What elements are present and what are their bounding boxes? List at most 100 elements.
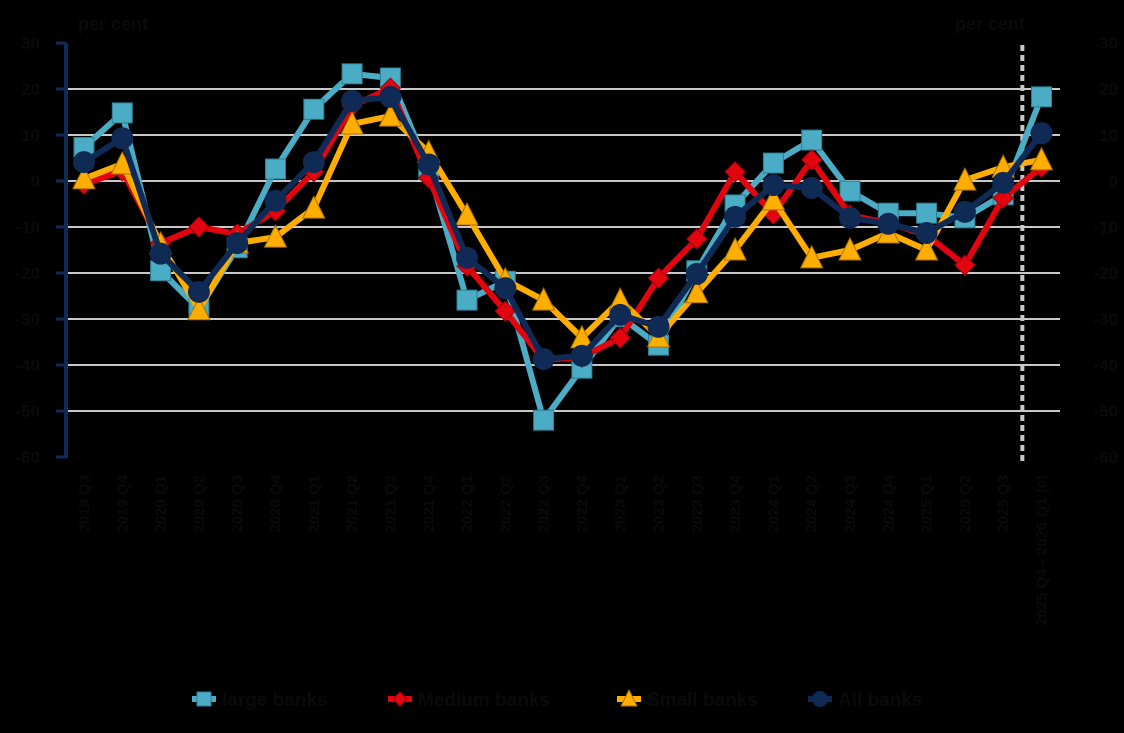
left-y-axis: 30 20 10 0 -10 -20 -30 -40 -50 -60 — [15, 34, 68, 467]
square-marker-icon — [111, 102, 133, 124]
left-axis-tick-label: 20 — [21, 80, 40, 99]
circle-marker-icon — [226, 232, 249, 255]
x-axis-tick-label: 2024 Q4 — [880, 474, 897, 532]
circle-marker-icon — [379, 85, 402, 108]
diamond-legend-icon — [392, 691, 408, 707]
left-axis-tick-label: 0 — [31, 172, 40, 191]
left-axis-tick-label: -20 — [15, 264, 40, 283]
x-axis-tick-label: 2020 Q4 — [268, 474, 285, 532]
x-axis-tick-label: 2025 Q4 - 2026 Q1 (e) — [1034, 475, 1051, 626]
circle-marker-icon — [839, 206, 861, 229]
triangle-marker-icon — [531, 287, 556, 311]
left-axis-tick-label: 10 — [21, 126, 40, 145]
x-axis-tick-label: 2021 Q3 — [382, 475, 399, 533]
square-marker-icon — [265, 158, 286, 180]
left-axis-tick-label: -40 — [15, 356, 40, 375]
diamond-marker-icon — [800, 149, 823, 171]
circle-marker-icon — [992, 171, 1015, 194]
diamond-marker-icon — [494, 300, 517, 322]
circle-marker-icon — [1030, 122, 1053, 145]
circle-marker-icon — [647, 315, 670, 338]
triangle-marker-icon — [914, 236, 939, 261]
left-axis-tick-label: -50 — [15, 402, 40, 421]
circle-marker-icon — [953, 200, 976, 223]
x-axis-tick-label: 2021 Q2 — [344, 475, 361, 533]
legend-item-medium-banks: Medium banks — [388, 690, 550, 711]
triangle-marker-icon — [301, 195, 326, 219]
right-axis-tick-label: -50 — [1093, 402, 1118, 421]
x-axis-tick-label: 2022 Q4 — [574, 474, 591, 532]
right-axis-tick-label: -40 — [1093, 356, 1118, 375]
circle-legend-icon — [812, 691, 828, 707]
circle-marker-icon — [111, 127, 134, 150]
triangle-marker-icon — [761, 186, 786, 211]
series-group — [72, 63, 1054, 431]
diamond-marker-icon — [724, 161, 746, 183]
x-axis-tick-label: 2022 Q2 — [497, 475, 514, 533]
legend-item-small-banks: Small banks — [617, 688, 758, 711]
circle-marker-icon — [456, 246, 478, 269]
square-legend-icon — [196, 691, 212, 707]
x-axis-tick-label: 2023 Q4 — [727, 474, 744, 532]
x-axis-tick-label: 2024 Q3 — [842, 475, 859, 533]
x-axis-tick-label: 2021 Q4 — [421, 474, 438, 532]
circle-marker-icon — [302, 151, 325, 174]
triangle-marker-icon — [723, 236, 747, 261]
square-marker-icon — [916, 202, 938, 224]
triangle-marker-icon — [378, 103, 403, 127]
square-marker-icon — [839, 180, 861, 202]
right-y-axis: 30 20 10 0 -10 -20 -30 -40 -50 -60 — [1093, 34, 1118, 467]
circle-marker-icon — [149, 242, 172, 265]
triangle-marker-icon — [684, 279, 709, 304]
legend-label: Medium banks — [418, 690, 550, 711]
x-axis-tick-label: 2023 Q3 — [689, 475, 706, 533]
circle-marker-icon — [685, 262, 708, 285]
triangle-marker-icon — [455, 201, 479, 226]
right-axis-tick-label: 30 — [1099, 34, 1118, 53]
left-axis-tick-label: -60 — [15, 448, 40, 467]
diamond-marker-icon — [954, 254, 976, 276]
legend-item-all-banks: All banks — [808, 690, 922, 711]
right-axis-tick-label: -30 — [1093, 310, 1118, 329]
right-axis-unit-label: per cent — [955, 14, 1025, 34]
x-axis-tick-label: 2020 Q1 — [153, 475, 170, 533]
left-axis-tick-label: -30 — [15, 310, 40, 329]
circle-marker-icon — [264, 189, 287, 212]
triangle-marker-icon — [72, 165, 96, 190]
square-marker-icon — [303, 98, 325, 120]
x-axis-tick-label: 2022 Q1 — [459, 475, 476, 533]
circle-marker-icon — [915, 221, 938, 244]
square-marker-icon — [341, 63, 363, 85]
diamond-marker-icon — [609, 327, 631, 349]
x-axis-tick-label: 2023 Q1 — [612, 475, 629, 533]
legend-item-large-banks: large banks — [192, 690, 328, 711]
circle-marker-icon — [762, 174, 785, 197]
triangle-marker-icon — [1029, 146, 1054, 171]
x-axis-tick-label: 2019 Q3 — [76, 475, 93, 533]
right-axis-tick-label: 20 — [1099, 80, 1118, 99]
triangle-legend-icon — [620, 688, 638, 707]
legend-label: Small banks — [647, 690, 758, 711]
legend: large banks Medium banks Small banks All ba… — [192, 688, 922, 711]
triangle-marker-icon — [340, 110, 364, 135]
x-axis-tick-label: 2024 Q1 — [765, 475, 782, 533]
left-axis-tick-label: 30 — [21, 34, 40, 53]
right-axis-tick-label: 0 — [1109, 172, 1118, 191]
triangle-marker-icon — [838, 236, 862, 261]
series-all-banks — [73, 85, 1053, 371]
triangle-marker-icon — [953, 166, 977, 191]
x-axis-tick-label: 2024 Q2 — [804, 475, 821, 533]
circle-marker-icon — [570, 344, 593, 367]
gridlines — [68, 88, 1060, 412]
circle-marker-icon — [417, 153, 440, 176]
triangle-marker-icon — [187, 296, 211, 321]
series-large-banks — [73, 63, 1052, 431]
circle-marker-icon — [532, 348, 555, 371]
diamond-marker-icon — [686, 228, 708, 250]
right-axis-tick-label: -60 — [1093, 448, 1118, 467]
square-marker-icon — [456, 289, 478, 311]
x-axis-tick-label: 2025 Q2 — [957, 475, 974, 533]
circle-marker-icon — [609, 303, 632, 326]
diamond-marker-icon — [992, 187, 1014, 209]
